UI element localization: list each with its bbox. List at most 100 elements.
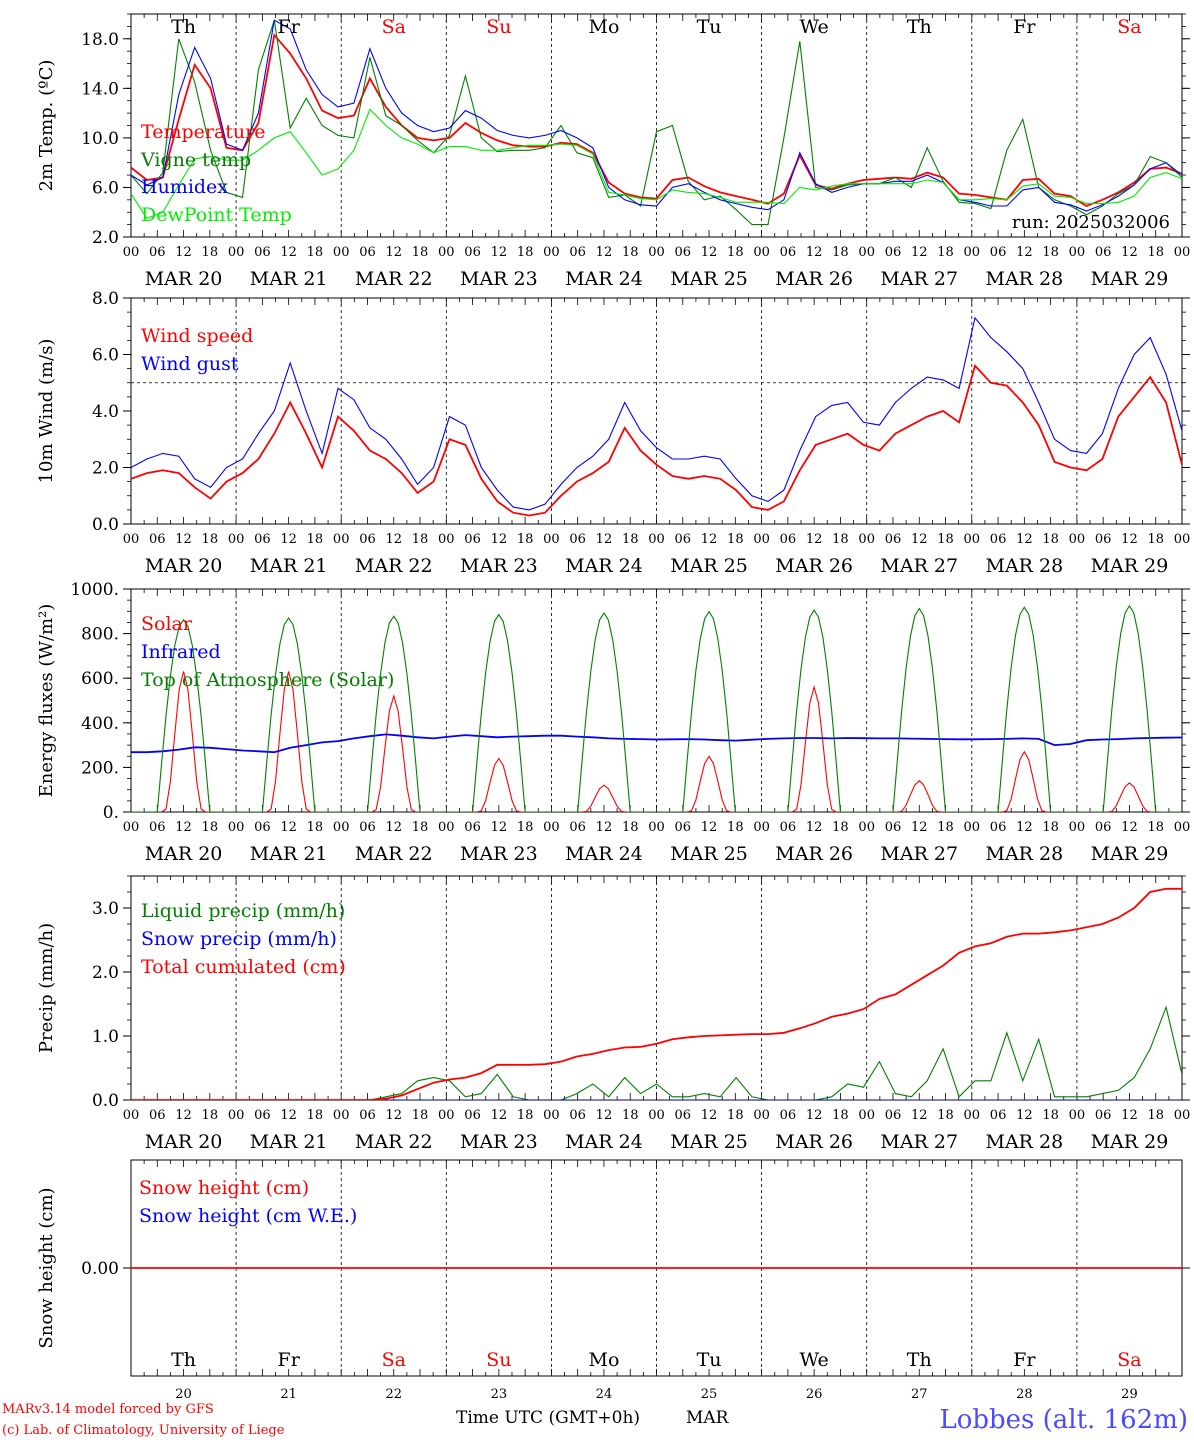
- time-axis-label: Time UTC (GMT+0h): [456, 1408, 640, 1428]
- x-hour-label: 12: [701, 532, 718, 547]
- x-day-label: MAR 27: [880, 268, 958, 290]
- weekday-label: Sa: [1117, 1349, 1141, 1371]
- y-tick-label: 0.00: [81, 1259, 119, 1279]
- weekday-label: Th: [171, 16, 196, 38]
- x-hour-label: 18: [412, 1108, 429, 1123]
- x-hour-label: 06: [359, 245, 376, 260]
- x-day-label: MAR 21: [250, 843, 328, 865]
- x-hour-label: 18: [202, 532, 219, 547]
- x-hour-label: 18: [307, 532, 324, 547]
- x-hour-label: 00: [438, 1108, 455, 1123]
- x-hour-label: 12: [1016, 532, 1033, 547]
- panel-wind: 0.0 2.0 4.0 6.0 8.0 10m Wind (m/s) Wind speed W…: [36, 289, 1190, 577]
- x-hour-label: 18: [727, 820, 744, 835]
- x-hour-label: 06: [569, 532, 586, 547]
- panel-snow: 0.00 Snow height (cm) Snow height (cm) Snow…: [36, 1159, 1190, 1402]
- x-hour-label: 12: [806, 245, 823, 260]
- x-day-label: MAR 20: [145, 555, 223, 577]
- x-day-label: MAR 28: [985, 268, 1063, 290]
- weekday-label: Fr: [1013, 1349, 1036, 1371]
- x-day-label: MAR 23: [460, 555, 538, 577]
- weekday-label: Mo: [588, 1349, 619, 1371]
- x-hour-label: 06: [254, 1108, 271, 1123]
- x-hour-label: 00: [228, 820, 245, 835]
- day-number-label: 24: [596, 1387, 613, 1402]
- x-day-label: MAR 29: [1091, 268, 1169, 290]
- x-hour-label: 12: [491, 820, 508, 835]
- x-hour-label: 18: [1147, 245, 1164, 260]
- x-hour-label: 06: [1095, 245, 1112, 260]
- x-hour-label: 12: [1016, 245, 1033, 260]
- y-tick-label: 8.0: [92, 289, 119, 309]
- series-line-dewpoint-temp: [131, 108, 1182, 220]
- x-hour-label: 12: [596, 532, 613, 547]
- y-tick-label: 2.0: [92, 228, 119, 248]
- y-tick-label: 2.0: [92, 963, 119, 983]
- y-axis-label: Snow height (cm): [36, 1187, 57, 1348]
- x-hour-label: 12: [701, 1108, 718, 1123]
- x-hour-label: 06: [149, 820, 166, 835]
- y-tick-label: 0.0: [92, 1091, 119, 1111]
- x-day-label: MAR 22: [355, 1131, 433, 1153]
- y-tick-label: 2.0: [92, 459, 119, 479]
- x-hour-label: 00: [333, 820, 350, 835]
- weekday-label: Sa: [382, 16, 406, 38]
- x-day-label: MAR 25: [670, 268, 748, 290]
- x-hour-label: 12: [1016, 1108, 1033, 1123]
- x-hour-label: 06: [675, 1108, 692, 1123]
- x-day-label: MAR 22: [355, 555, 433, 577]
- day-number-label: 25: [701, 1387, 718, 1402]
- x-hour-label: 18: [307, 820, 324, 835]
- x-hour-label: 12: [1121, 245, 1138, 260]
- y-tick-label: 0.0: [92, 515, 119, 535]
- x-hour-label: 12: [596, 1108, 613, 1123]
- x-hour-label: 12: [175, 820, 192, 835]
- x-day-label: MAR 26: [775, 555, 853, 577]
- x-hour-label: 00: [438, 245, 455, 260]
- series-line-humidex: [131, 19, 1182, 212]
- x-hour-label: 00: [228, 245, 245, 260]
- y-tick-label: 400.: [81, 714, 119, 734]
- x-hour-label: 06: [1095, 1108, 1112, 1123]
- x-day-label: MAR 24: [565, 843, 643, 865]
- x-hour-label: 18: [517, 1108, 534, 1123]
- day-number-label: 28: [1016, 1387, 1033, 1402]
- x-hour-label: 18: [307, 1108, 324, 1123]
- x-hour-label: 06: [990, 1108, 1007, 1123]
- day-number-label: 26: [806, 1387, 823, 1402]
- legend-entry: Snow precip (mm/h): [141, 928, 337, 950]
- x-day-label: MAR 24: [565, 1131, 643, 1153]
- x-hour-label: 12: [806, 820, 823, 835]
- weekday-label: Th: [907, 1349, 932, 1371]
- y-tick-label: 0.: [103, 803, 119, 823]
- x-hour-label: 00: [228, 532, 245, 547]
- x-hour-label: 00: [1174, 532, 1191, 547]
- x-hour-label: 06: [254, 532, 271, 547]
- x-hour-label: 12: [491, 532, 508, 547]
- x-hour-label: 12: [280, 532, 297, 547]
- legend-entry: Total cumulated (cm): [141, 956, 346, 978]
- x-hour-label: 06: [885, 245, 902, 260]
- x-hour-label: 18: [832, 820, 849, 835]
- weekday-label: We: [800, 1349, 829, 1371]
- x-hour-label: 12: [385, 532, 402, 547]
- x-hour-label: 00: [1069, 532, 1086, 547]
- x-hour-label: 06: [464, 532, 481, 547]
- legend-entry: Liquid precip (mm/h): [141, 900, 345, 922]
- x-hour-label: 18: [937, 245, 954, 260]
- x-hour-label: 06: [359, 820, 376, 835]
- x-hour-label: 00: [333, 245, 350, 260]
- x-day-label: MAR 23: [460, 268, 538, 290]
- x-hour-label: 00: [543, 532, 560, 547]
- x-hour-label: 00: [964, 532, 981, 547]
- x-hour-label: 18: [937, 820, 954, 835]
- x-hour-label: 00: [438, 820, 455, 835]
- weekday-label: Tu: [697, 1349, 722, 1371]
- x-hour-label: 18: [1147, 820, 1164, 835]
- x-day-label: MAR 27: [880, 843, 958, 865]
- x-hour-label: 06: [780, 1108, 797, 1123]
- x-hour-label: 06: [780, 820, 797, 835]
- x-hour-label: 00: [1069, 820, 1086, 835]
- x-hour-label: 00: [753, 820, 770, 835]
- x-hour-label: 18: [622, 820, 639, 835]
